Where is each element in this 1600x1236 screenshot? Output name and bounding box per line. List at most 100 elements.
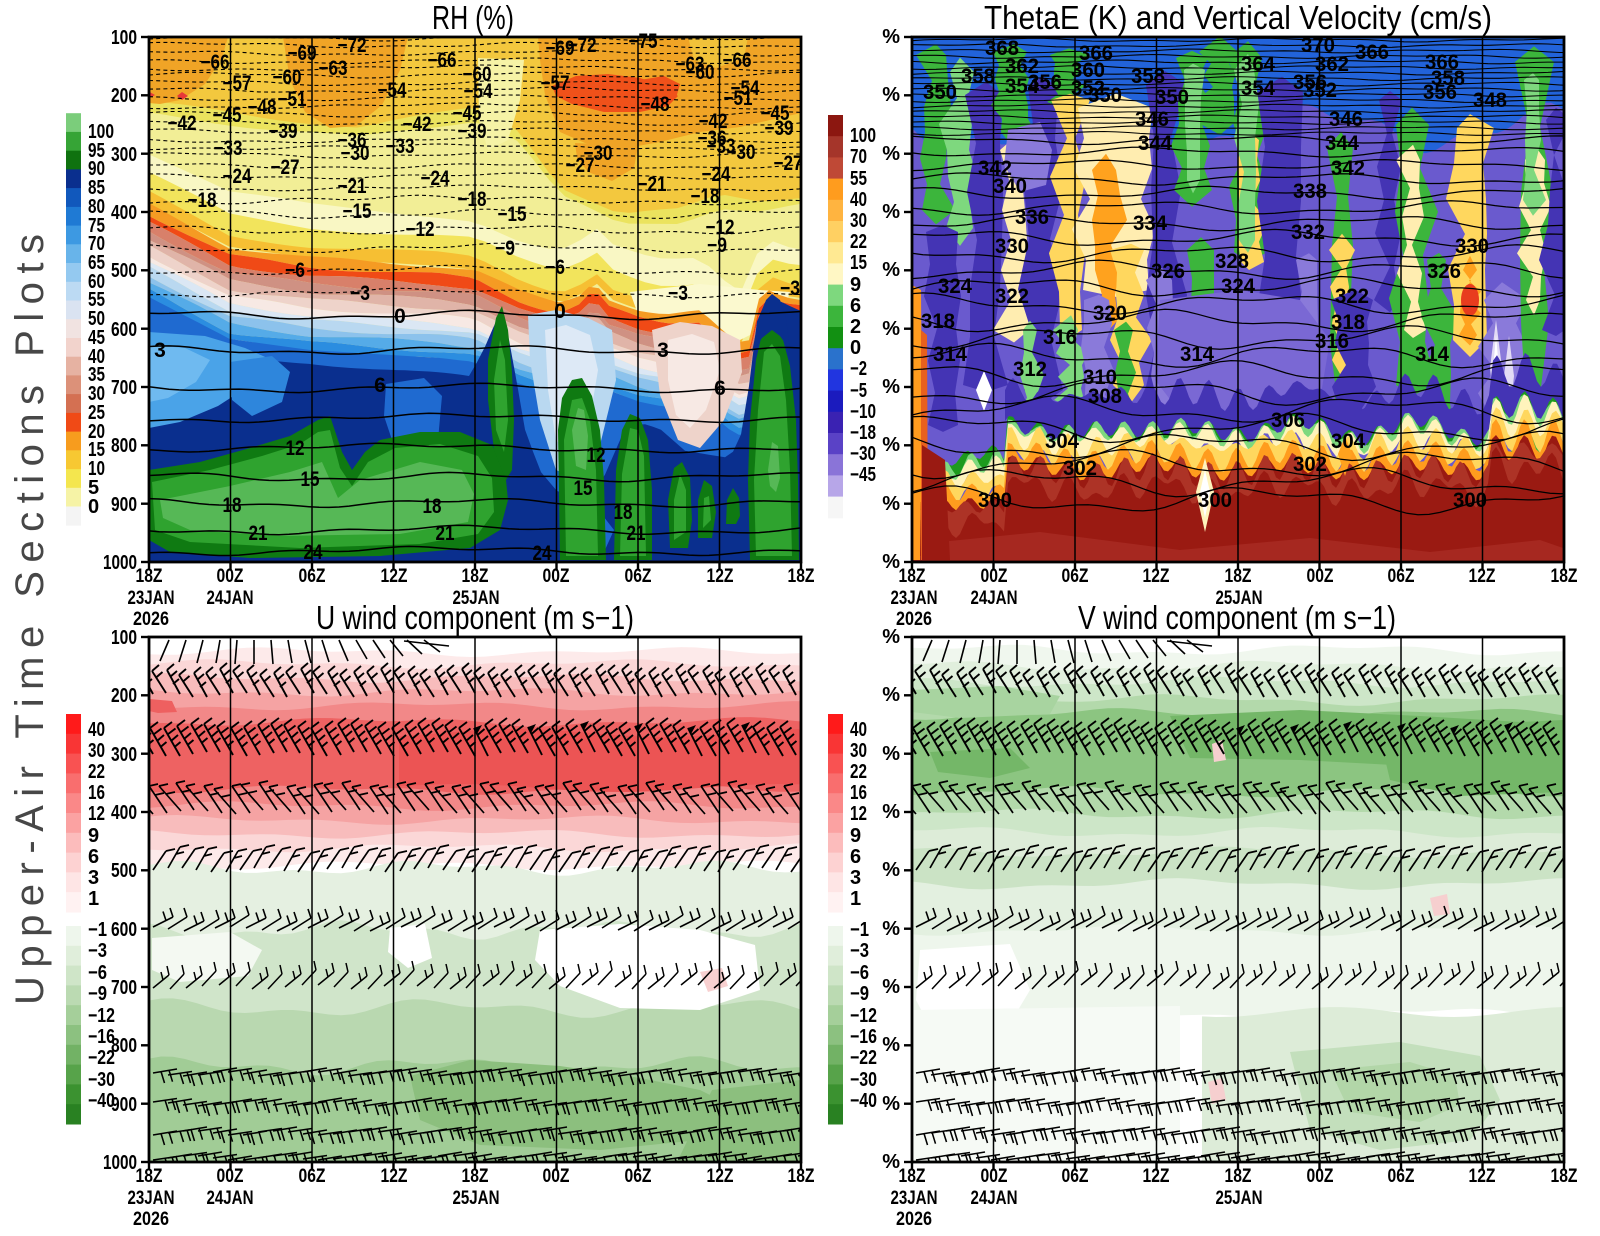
svg-text:15: 15 xyxy=(301,468,320,491)
svg-text:362: 362 xyxy=(1315,53,1349,76)
svg-text:−54: −54 xyxy=(464,80,493,103)
svg-text:ThetaE (K) and Vertical Veloci: ThetaE (K) and Vertical Velocity (cm/s) xyxy=(984,0,1492,36)
svg-text:316: 316 xyxy=(1315,330,1349,353)
svg-text:15: 15 xyxy=(850,252,867,274)
svg-text:00Z: 00Z xyxy=(217,566,244,587)
svg-text:−22: −22 xyxy=(850,1047,877,1069)
svg-text:−42: −42 xyxy=(168,112,197,135)
svg-text:−51: −51 xyxy=(278,88,307,111)
svg-text:−69: −69 xyxy=(546,37,575,60)
svg-text:600: 600 xyxy=(111,319,137,341)
svg-text:−30: −30 xyxy=(727,141,756,164)
svg-text:326: 326 xyxy=(1151,260,1185,283)
svg-text:23JAN: 23JAN xyxy=(891,1188,938,1209)
svg-text:−9: −9 xyxy=(707,234,727,257)
svg-text:326: 326 xyxy=(1427,260,1461,283)
svg-text:−21: −21 xyxy=(338,175,367,198)
svg-text:600: 600 xyxy=(111,919,137,941)
svg-text:−33: −33 xyxy=(386,135,415,158)
svg-text:324: 324 xyxy=(938,275,972,298)
svg-text:%: % xyxy=(882,84,900,106)
svg-text:354: 354 xyxy=(1005,75,1039,98)
svg-text:%: % xyxy=(882,201,900,223)
svg-text:RH (%): RH (%) xyxy=(432,0,514,36)
svg-text:20: 20 xyxy=(88,421,105,443)
svg-text:%: % xyxy=(882,551,900,573)
svg-text:344: 344 xyxy=(1325,132,1359,155)
svg-text:322: 322 xyxy=(995,285,1029,308)
svg-text:−22: −22 xyxy=(88,1047,115,1069)
svg-text:352: 352 xyxy=(1071,77,1105,100)
svg-text:%: % xyxy=(882,318,900,340)
svg-text:362: 362 xyxy=(1005,55,1039,78)
svg-text:−57: −57 xyxy=(541,72,570,95)
svg-text:18Z: 18Z xyxy=(1225,1166,1252,1187)
svg-text:370: 370 xyxy=(1301,34,1335,57)
svg-text:15: 15 xyxy=(88,439,105,461)
svg-text:18Z: 18Z xyxy=(1551,566,1578,587)
svg-text:−27: −27 xyxy=(566,154,595,177)
svg-text:3: 3 xyxy=(88,867,99,889)
svg-text:−63: −63 xyxy=(676,53,705,76)
svg-text:95: 95 xyxy=(88,140,105,162)
svg-text:75: 75 xyxy=(88,215,105,237)
svg-text:−33: −33 xyxy=(707,135,736,158)
svg-text:−27: −27 xyxy=(271,156,300,179)
svg-text:%: % xyxy=(882,1151,900,1173)
svg-text:364: 364 xyxy=(1241,53,1275,76)
svg-text:−9: −9 xyxy=(850,983,869,1005)
svg-text:308: 308 xyxy=(1088,385,1122,408)
svg-text:9: 9 xyxy=(850,825,861,847)
svg-text:338: 338 xyxy=(1293,180,1327,203)
svg-text:400: 400 xyxy=(111,202,137,224)
svg-text:%: % xyxy=(882,493,900,515)
svg-text:300: 300 xyxy=(1453,489,1487,512)
svg-text:1: 1 xyxy=(88,888,99,910)
svg-text:−45: −45 xyxy=(761,102,790,125)
svg-text:40: 40 xyxy=(850,719,867,741)
svg-text:24JAN: 24JAN xyxy=(207,588,254,609)
svg-text:−12: −12 xyxy=(88,1005,115,1027)
svg-text:23JAN: 23JAN xyxy=(128,1188,175,1209)
svg-text:06Z: 06Z xyxy=(625,1166,652,1187)
svg-text:0: 0 xyxy=(554,300,566,323)
svg-text:−24: −24 xyxy=(223,165,252,188)
svg-text:300: 300 xyxy=(1198,489,1232,512)
svg-text:−6: −6 xyxy=(850,962,869,984)
svg-text:12Z: 12Z xyxy=(1469,1166,1496,1187)
svg-text:356: 356 xyxy=(1293,71,1327,94)
svg-text:−18: −18 xyxy=(691,185,720,208)
svg-text:−60: −60 xyxy=(273,66,302,89)
svg-text:60: 60 xyxy=(88,271,105,293)
svg-text:366: 366 xyxy=(1355,41,1389,64)
svg-text:348: 348 xyxy=(1473,89,1507,112)
svg-text:40: 40 xyxy=(88,346,105,368)
svg-text:−30: −30 xyxy=(850,443,876,465)
svg-text:−24: −24 xyxy=(421,167,450,190)
svg-text:−1: −1 xyxy=(88,919,107,941)
svg-text:Upper-Air Time Sections Plots: Upper-Air Time Sections Plots xyxy=(8,230,52,1005)
svg-text:−36: −36 xyxy=(338,129,367,152)
svg-text:−40: −40 xyxy=(850,1090,877,1112)
svg-text:1: 1 xyxy=(850,888,861,910)
svg-text:100: 100 xyxy=(111,27,137,49)
svg-text:−15: −15 xyxy=(343,200,372,223)
svg-text:310: 310 xyxy=(1083,366,1117,389)
svg-text:−6: −6 xyxy=(88,962,107,984)
svg-text:18Z: 18Z xyxy=(136,1166,163,1187)
svg-text:−3: −3 xyxy=(850,940,869,962)
svg-text:06Z: 06Z xyxy=(1388,566,1415,587)
svg-text:356: 356 xyxy=(1423,81,1457,104)
svg-text:12Z: 12Z xyxy=(381,566,408,587)
svg-text:200: 200 xyxy=(111,685,137,707)
svg-text:−69: −69 xyxy=(288,42,317,65)
svg-text:900: 900 xyxy=(111,1094,137,1116)
svg-text:24: 24 xyxy=(533,542,552,565)
svg-text:18Z: 18Z xyxy=(462,566,489,587)
svg-text:06Z: 06Z xyxy=(1062,566,1089,587)
svg-text:10: 10 xyxy=(88,458,105,480)
svg-text:358: 358 xyxy=(1431,67,1465,90)
svg-text:330: 330 xyxy=(1455,235,1489,258)
svg-text:−9: −9 xyxy=(88,983,107,1005)
svg-text:−5: −5 xyxy=(850,380,867,402)
